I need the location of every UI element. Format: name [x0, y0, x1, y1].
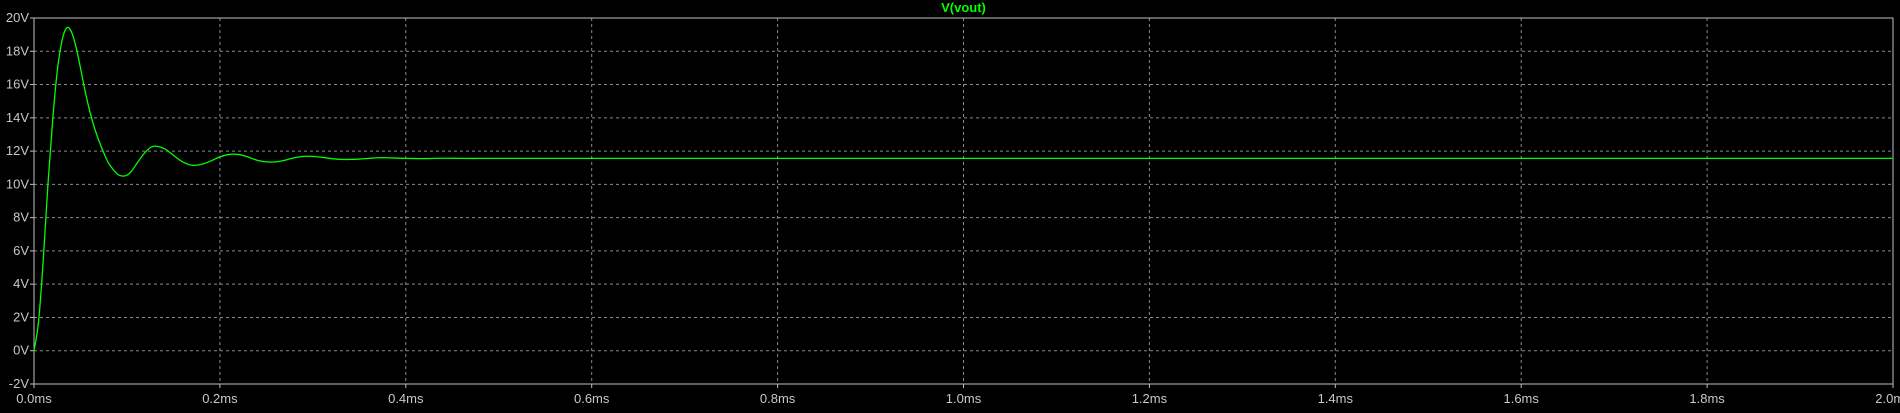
y-axis-tick-labels: -2V 0V 2V 4V 6V 8V 10V 12V 14V 16V 18V 20V — [6, 10, 34, 391]
y-tick-label: 12V — [6, 143, 29, 158]
y-tick-label: 14V — [6, 110, 29, 125]
y-tick-label: 20V — [6, 10, 29, 25]
y-tick-label: 4V — [13, 276, 29, 291]
x-tick-label: 1.6ms — [1503, 391, 1539, 406]
x-axis-tick-labels: 0.0ms 0.2ms 0.4ms 0.6ms 0.8ms 1.0ms 1.2ms 1.4ms… — [16, 384, 1900, 406]
series-line-vout — [33, 26, 1893, 351]
x-tick-label: 1.4ms — [1318, 391, 1354, 406]
x-tick-label: 2.0ms — [1875, 391, 1900, 406]
trace-title[interactable]: V(vout) — [941, 0, 986, 15]
y-tick-label: 8V — [13, 210, 29, 225]
x-tick-label: 0.0ms — [16, 391, 52, 406]
y-tick-label: 2V — [13, 309, 29, 324]
y-tick-label: 0V — [13, 343, 29, 358]
y-tick-label: 16V — [6, 77, 29, 92]
x-tick-label: 1.8ms — [1689, 391, 1725, 406]
x-tick-label: 1.2ms — [1132, 391, 1168, 406]
x-tick-label: 1.0ms — [946, 391, 982, 406]
y-tick-label: 18V — [6, 43, 29, 58]
grid-lines — [34, 18, 1893, 384]
y-tick-label: 10V — [6, 176, 29, 191]
y-tick-label: -2V — [9, 376, 30, 391]
x-tick-label: 0.6ms — [574, 391, 610, 406]
x-tick-label: 0.2ms — [202, 391, 238, 406]
y-tick-label: 6V — [13, 243, 29, 258]
x-tick-label: 0.4ms — [388, 391, 424, 406]
x-tick-label: 0.8ms — [760, 391, 796, 406]
